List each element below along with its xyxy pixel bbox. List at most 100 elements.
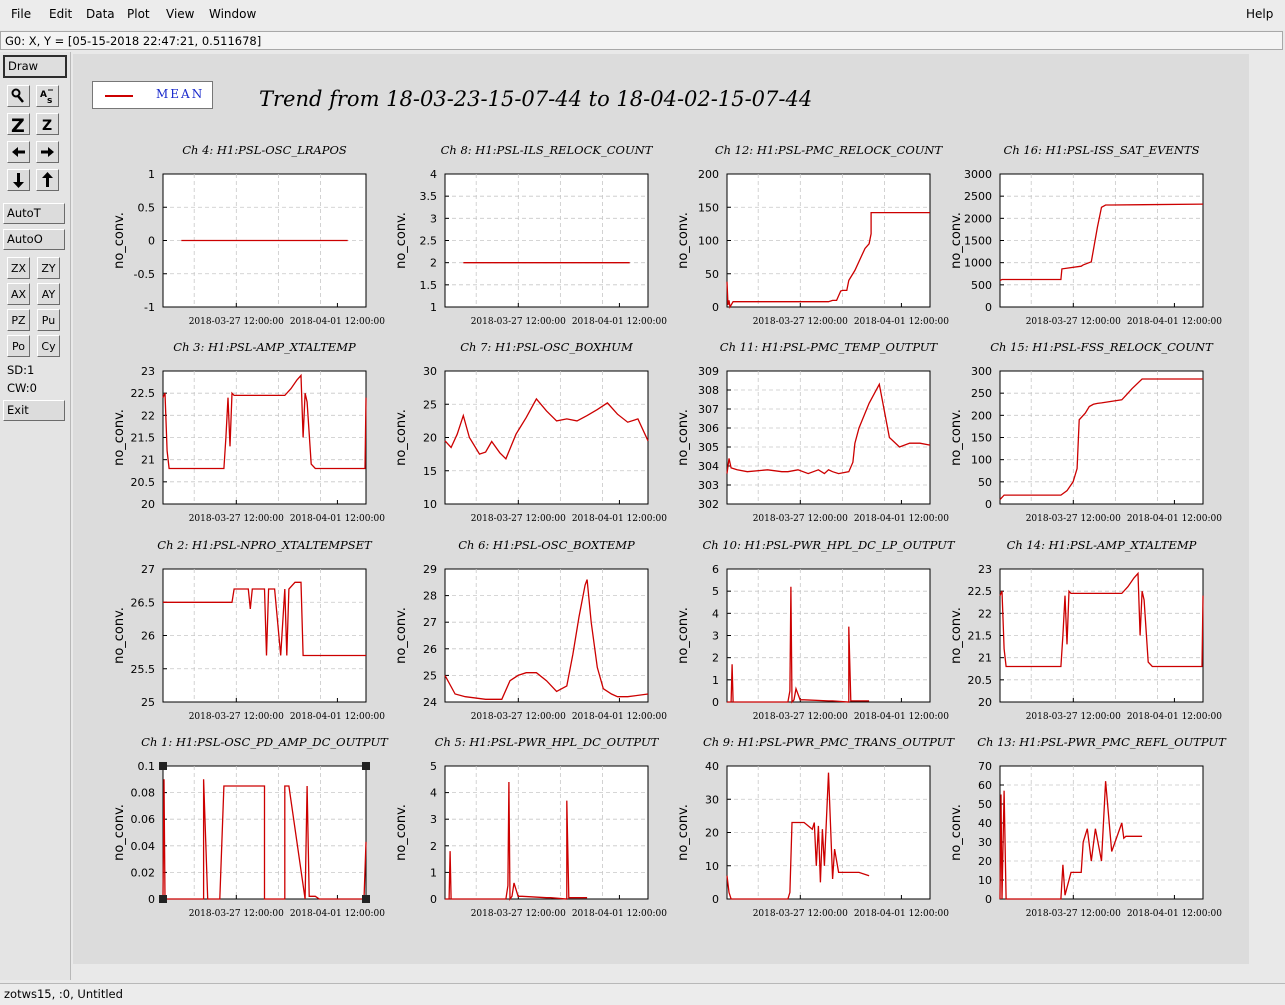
y-tick-label: 26 — [141, 630, 155, 643]
plot-title: Ch 1: H1:PSL-OSC_PD_AMP_DC_OUTPUT — [141, 735, 389, 749]
y-tick-label: 30 — [423, 365, 437, 378]
autoo-button[interactable]: AutoO — [3, 229, 65, 250]
y-tick-label: 50 — [978, 476, 992, 489]
y-tick-label: 30 — [705, 793, 719, 806]
y-tick-label: 50 — [978, 798, 992, 811]
po-button[interactable]: Po — [7, 335, 30, 357]
y-tick-label: 0 — [148, 893, 155, 906]
cursor-readout: G0: X, Y = [05-15-2018 22:47:21, 0.51167… — [0, 31, 1283, 50]
zoom-in-large-icon[interactable]: Z — [7, 113, 30, 137]
mean-series-line — [999, 378, 1203, 501]
y-axis-label: no_conv. — [949, 212, 964, 269]
exit-button[interactable]: Exit — [3, 400, 65, 421]
trend-plot: Ch 9: H1:PSL-PWR_PMC_TRANS_OUTPUT no_conv… — [676, 735, 955, 919]
mean-series-line — [162, 373, 367, 470]
y-tick-label: 1000 — [964, 257, 992, 270]
draw-button[interactable]: Draw — [3, 55, 67, 78]
plot-title: Ch 6: H1:PSL-OSC_BOXTEMP — [458, 538, 635, 552]
y-axis-label: no_conv. — [394, 804, 409, 861]
y-tick-label: 6 — [712, 563, 719, 576]
plot-title: Ch 11: H1:PSL-PMC_TEMP_OUTPUT — [720, 340, 939, 354]
y-tick-label: 21.5 — [131, 432, 156, 445]
pz-button[interactable]: PZ — [7, 309, 30, 331]
mean-series-line — [726, 382, 931, 475]
y-tick-label: 15 — [423, 465, 437, 478]
svg-text:A: A — [40, 90, 47, 100]
zx-button[interactable]: ZX — [7, 257, 30, 279]
y-axis-label: no_conv. — [949, 804, 964, 861]
x-tick-label: 2018-03-27 12:00:00 — [1026, 909, 1121, 919]
y-tick-label: 40 — [705, 760, 719, 773]
x-tick-label: 2018-04-01 12:00:00 — [1127, 514, 1222, 524]
plot-title: Ch 15: H1:PSL-FSS_RELOCK_COUNT — [990, 340, 1214, 354]
y-tick-label: 20 — [978, 855, 992, 868]
svg-text:Z: Z — [11, 115, 25, 134]
menu-view[interactable]: View — [166, 7, 195, 21]
x-tick-label: 2018-04-01 12:00:00 — [854, 317, 949, 327]
selection-handle — [159, 895, 167, 903]
ay-button[interactable]: AY — [37, 283, 60, 305]
y-tick-label: 1500 — [964, 235, 992, 248]
x-tick-label: 2018-04-01 12:00:00 — [290, 514, 385, 524]
mean-series-line — [999, 203, 1204, 281]
y-axis-label: no_conv. — [676, 804, 691, 861]
y-tick-label: 2.5 — [420, 235, 438, 248]
mean-series-line — [999, 781, 1143, 900]
menu-file[interactable]: File — [11, 7, 32, 21]
arrow-up-icon[interactable] — [36, 169, 59, 191]
x-tick-label: 2018-03-27 12:00:00 — [753, 514, 848, 524]
menu-edit[interactable]: Edit — [49, 7, 73, 21]
arrow-left-icon[interactable] — [7, 141, 30, 163]
trend-plot: Ch 1: H1:PSL-OSC_PD_AMP_DC_OUTPUT no_conv… — [112, 735, 389, 919]
y-tick-label: 20 — [705, 827, 719, 840]
menu-help[interactable]: Help — [1246, 7, 1274, 21]
x-tick-label: 2018-03-27 12:00:00 — [189, 909, 284, 919]
cy-button[interactable]: Cy — [37, 335, 60, 357]
y-tick-label: 100 — [971, 454, 992, 467]
y-tick-label: 60 — [978, 779, 992, 792]
zoom-in-small-icon[interactable]: Z — [36, 113, 59, 135]
y-tick-label: 1 — [430, 866, 437, 879]
x-tick-label: 2018-03-27 12:00:00 — [471, 514, 566, 524]
y-tick-label: 200 — [698, 168, 719, 181]
y-tick-label: 4 — [712, 607, 719, 620]
plot-frame — [444, 568, 649, 703]
y-tick-label: 3000 — [964, 168, 992, 181]
magnify-icon[interactable] — [7, 85, 30, 107]
y-tick-label: 308 — [698, 384, 719, 397]
y-tick-label: 309 — [698, 365, 719, 378]
y-tick-label: 20 — [978, 696, 992, 709]
menu-window[interactable]: Window — [209, 7, 257, 21]
legend-swatch — [105, 95, 133, 97]
y-tick-label: 20 — [423, 432, 437, 445]
menu-plot[interactable]: Plot — [127, 7, 150, 21]
trend-plot: Ch 3: H1:PSL-AMP_XTALTEMP no_conv. 20 20.5 2… — [112, 340, 385, 524]
pu-button[interactable]: Pu — [37, 309, 60, 331]
arrow-right-icon[interactable] — [36, 141, 59, 163]
y-tick-label: 40 — [978, 817, 992, 830]
menu-data[interactable]: Data — [86, 7, 115, 21]
plot-title: Ch 16: H1:PSL-ISS_SAT_EVENTS — [1004, 143, 1200, 157]
mean-series-line — [445, 781, 588, 901]
x-tick-label: 2018-03-27 12:00:00 — [753, 712, 848, 722]
y-tick-label: 22 — [141, 409, 155, 422]
y-tick-label: 0 — [712, 696, 719, 709]
x-tick-label: 2018-04-01 12:00:00 — [572, 317, 667, 327]
y-tick-label: 25 — [423, 669, 437, 682]
x-tick-label: 2018-03-27 12:00:00 — [471, 712, 566, 722]
y-tick-label: 150 — [698, 201, 719, 214]
zy-button[interactable]: ZY — [37, 257, 60, 279]
y-tick-label: 2 — [430, 257, 437, 270]
x-tick-label: 2018-04-01 12:00:00 — [854, 712, 949, 722]
y-tick-label: 28 — [423, 590, 437, 603]
y-tick-label: 300 — [971, 365, 992, 378]
x-tick-label: 2018-04-01 12:00:00 — [1127, 317, 1222, 327]
x-tick-label: 2018-04-01 12:00:00 — [572, 909, 667, 919]
y-tick-label: -1 — [144, 301, 155, 314]
y-axis-label: no_conv. — [112, 804, 127, 861]
svg-text:s: s — [47, 96, 52, 106]
ax-button[interactable]: AX — [7, 283, 30, 305]
arrow-down-icon[interactable] — [7, 169, 30, 191]
autot-button[interactable]: AutoT — [3, 203, 65, 224]
